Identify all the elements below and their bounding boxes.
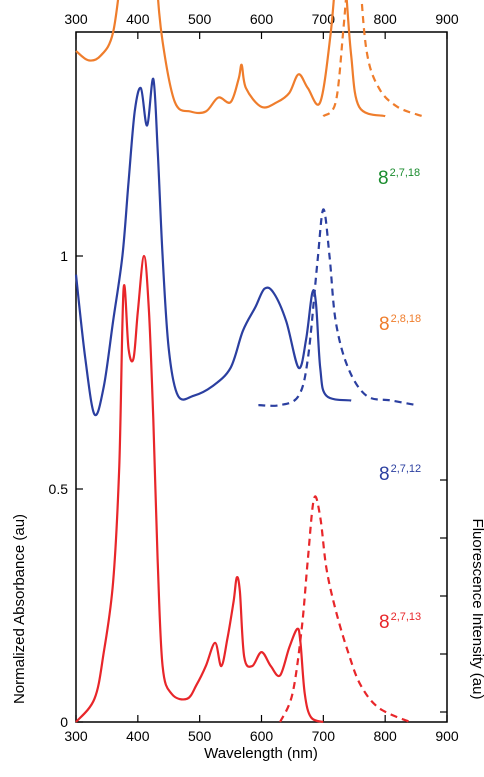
x-tick-label-bottom: 300	[64, 728, 88, 744]
y-axis-left-title: Normalized Absorbance (au)	[11, 514, 28, 704]
x-tick-label-top: 500	[188, 11, 212, 27]
x-tick-label-top: 400	[126, 11, 150, 27]
x-tick-label-bottom: 600	[250, 728, 274, 744]
series-label-2-7-18: 82,7,18	[378, 167, 420, 189]
absorbance-line-2-8-18	[75, 0, 386, 118]
y-tick-label-left: 1	[60, 248, 68, 264]
x-tick-label-top: 700	[312, 11, 336, 27]
x-tick-label-top: 300	[64, 11, 88, 27]
series-label-2-7-13: 82,7,13	[379, 611, 421, 633]
fluorescence-line-2-7-13	[279, 495, 411, 724]
absorbance-line-2-7-13	[75, 254, 324, 724]
fluorescence-line-2-8-18	[322, 0, 423, 118]
y-tick-label-left: 0	[60, 714, 68, 730]
fluorescence-line-2-7-12	[258, 208, 417, 407]
y-tick-label-left: 0.5	[49, 481, 69, 497]
axis-ticks: 300 300 400 400 500 500 600 600 700 700 800 800 900 9…	[49, 11, 459, 744]
x-tick-label-top: 800	[373, 11, 397, 27]
series-label-2-8-18: 82,8,18	[379, 313, 421, 335]
x-tick-label-bottom: 900	[435, 728, 459, 744]
x-tick-label-top: 900	[435, 11, 459, 27]
x-tick-label-bottom: 700	[312, 728, 336, 744]
absorbance-line-2-7-12	[74, 77, 352, 417]
x-tick-label-bottom: 400	[126, 728, 150, 744]
y-axis-right-title: Fluorescence Intensity (au)	[469, 519, 484, 700]
x-tick-label-bottom: 800	[373, 728, 397, 744]
series-label-2-7-12: 82,7,12	[379, 463, 421, 485]
x-tick-label-top: 600	[250, 11, 274, 27]
x-tick-label-bottom: 500	[188, 728, 212, 744]
series-layer	[74, 0, 423, 724]
series-labels: 82,7,13 82,7,12 82,8,18 82,7,18	[378, 167, 421, 633]
x-axis-title: Wavelength (nm)	[204, 745, 318, 762]
